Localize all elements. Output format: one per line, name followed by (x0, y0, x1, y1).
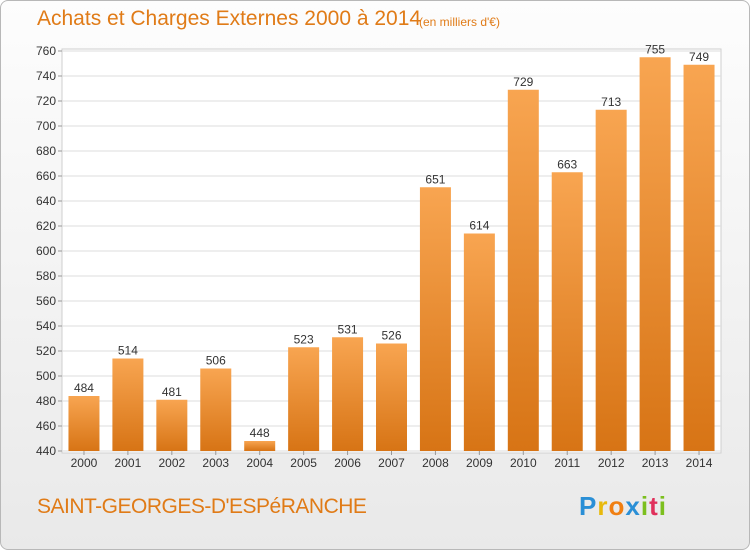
y-tick-label: 720 (36, 94, 56, 108)
data-label-2010: 729 (513, 75, 533, 89)
bar-2010 (507, 89, 539, 451)
data-label-2000: 484 (74, 381, 94, 395)
y-tick-label: 480 (36, 394, 56, 408)
y-tick-label: 620 (36, 219, 56, 233)
bar-2014 (683, 64, 715, 451)
logo-letter: i (640, 491, 650, 521)
data-label-2008: 651 (425, 172, 445, 186)
y-tick-label: 500 (36, 369, 56, 383)
y-tick-label: 440 (36, 444, 56, 458)
x-tick-label: 2001 (115, 456, 142, 470)
x-tick-label: 2005 (290, 456, 317, 470)
x-tick-label: 2004 (246, 456, 273, 470)
data-label-2009: 614 (469, 219, 489, 233)
x-tick-label: 2013 (642, 456, 669, 470)
data-label-2007: 526 (381, 329, 401, 343)
y-tick-label: 660 (36, 169, 56, 183)
x-tick-label: 2002 (158, 456, 185, 470)
data-label-2011: 663 (557, 157, 577, 171)
data-label-2005: 523 (294, 332, 314, 346)
bar-2006 (332, 337, 364, 451)
x-tick-label: 2012 (598, 456, 625, 470)
logo-letter: t (649, 491, 659, 521)
bar-2004 (244, 441, 276, 451)
y-tick-label: 460 (36, 419, 56, 433)
bar-2001 (112, 358, 144, 451)
y-tick-label: 640 (36, 194, 56, 208)
y-tick-label: 560 (36, 294, 56, 308)
x-tick-label: 2014 (686, 456, 713, 470)
chart-title: Achats et Charges Externes 2000 à 2014 (37, 7, 422, 30)
y-tick-label: 580 (36, 269, 56, 283)
x-tick-label: 2010 (510, 456, 537, 470)
y-tick-label: 540 (36, 319, 56, 333)
bar-2008 (419, 187, 451, 451)
logo-letter: i (658, 491, 667, 521)
y-tick-label: 740 (36, 69, 56, 83)
data-label-2002: 481 (162, 385, 182, 399)
bar-2000 (68, 396, 100, 451)
data-label-2004: 448 (250, 426, 270, 440)
logo-letter: o (608, 491, 626, 521)
data-label-2012: 713 (601, 95, 621, 109)
bar-2011 (551, 172, 583, 451)
y-tick-label: 760 (36, 44, 56, 58)
data-labels: 484 514 481 506 448 523 531 526 651 614 729 663 713 7… (74, 42, 709, 440)
x-tick-label: 2008 (422, 456, 449, 470)
bar-2007 (376, 343, 407, 451)
bar-2002 (156, 399, 188, 451)
bar-2013 (639, 57, 671, 451)
bar-2003 (200, 368, 232, 451)
chart-subtitle: (en milliers d'€) (419, 15, 500, 29)
town-name: SAINT-GEORGES-D'ESPéRANCHE (37, 495, 367, 518)
bars (68, 57, 715, 451)
proxiti-logo: Proxiti (579, 491, 667, 522)
x-tick-label: 2006 (334, 456, 361, 470)
y-tick-label: 700 (36, 119, 56, 133)
x-tick-label: 2011 (554, 456, 580, 470)
bar-2009 (463, 233, 495, 451)
x-tick-label: 2009 (466, 456, 493, 470)
x-tick-label: 2007 (378, 456, 405, 470)
bar-2005 (288, 347, 320, 451)
data-label-2001: 514 (118, 344, 138, 358)
y-axis-ticks: 440 460 480 500 520 540 560 580 600 620 640 660 680 7… (36, 44, 62, 458)
logo-letter: P (579, 491, 598, 521)
x-axis-ticks: 2000 2001 2002 2003 2004 2005 2006 2007 2008 2009… (71, 451, 713, 470)
bar-2012 (595, 109, 627, 451)
x-tick-label: 2003 (202, 456, 229, 470)
data-label-2003: 506 (206, 354, 226, 368)
data-label-2006: 531 (338, 322, 358, 336)
data-label-2014: 749 (689, 50, 709, 64)
y-tick-label: 520 (36, 344, 56, 358)
x-tick-label: 2000 (71, 456, 98, 470)
data-label-2013: 755 (645, 42, 665, 56)
logo-letter: x (625, 491, 641, 521)
y-tick-label: 680 (36, 144, 56, 158)
y-tick-label: 600 (36, 244, 56, 258)
logo-letter: r (597, 491, 609, 521)
